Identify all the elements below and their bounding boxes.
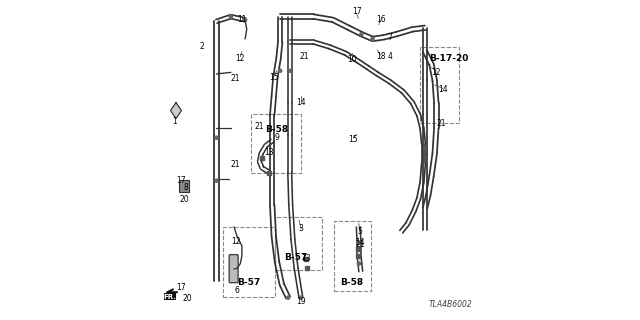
Polygon shape bbox=[171, 103, 181, 119]
Circle shape bbox=[244, 18, 246, 21]
Text: 15: 15 bbox=[269, 73, 278, 82]
Text: B-17-20: B-17-20 bbox=[429, 53, 468, 62]
Text: 3: 3 bbox=[298, 224, 303, 233]
Circle shape bbox=[360, 33, 363, 36]
Text: 14: 14 bbox=[438, 85, 447, 94]
Circle shape bbox=[278, 69, 282, 72]
Text: B-58: B-58 bbox=[266, 125, 289, 134]
Text: 1: 1 bbox=[173, 117, 177, 126]
Text: 21: 21 bbox=[300, 52, 309, 61]
Text: 21: 21 bbox=[436, 119, 446, 128]
Text: 13: 13 bbox=[301, 254, 310, 263]
Text: 12: 12 bbox=[231, 237, 240, 246]
Circle shape bbox=[229, 15, 232, 18]
Text: FR.: FR. bbox=[163, 294, 177, 300]
Bar bbox=[179, 180, 189, 192]
Text: 4: 4 bbox=[388, 52, 392, 61]
Circle shape bbox=[288, 69, 291, 72]
Text: 21: 21 bbox=[231, 74, 240, 83]
Text: 17: 17 bbox=[177, 176, 186, 185]
Text: 5: 5 bbox=[357, 227, 362, 236]
Text: 17: 17 bbox=[352, 7, 362, 16]
Text: 13: 13 bbox=[264, 148, 274, 156]
Text: 6: 6 bbox=[235, 286, 239, 295]
Text: 11: 11 bbox=[237, 15, 246, 24]
Text: 17: 17 bbox=[177, 283, 186, 292]
Text: B-58: B-58 bbox=[340, 278, 364, 287]
Text: 9: 9 bbox=[275, 133, 280, 142]
Text: B-57: B-57 bbox=[237, 278, 260, 287]
Text: 21: 21 bbox=[255, 122, 264, 131]
FancyBboxPatch shape bbox=[229, 255, 238, 283]
Text: 14: 14 bbox=[355, 238, 365, 247]
Text: 21: 21 bbox=[231, 160, 240, 169]
Text: 2: 2 bbox=[200, 42, 205, 52]
Bar bbox=[223, 227, 275, 297]
Circle shape bbox=[287, 296, 290, 299]
Text: 10: 10 bbox=[347, 55, 356, 64]
Text: TLA4B6002: TLA4B6002 bbox=[429, 300, 472, 309]
Bar bbox=[420, 47, 459, 123]
Circle shape bbox=[357, 262, 360, 265]
Text: 12: 12 bbox=[431, 68, 441, 77]
Text: 7: 7 bbox=[388, 33, 392, 42]
Text: 15: 15 bbox=[349, 135, 358, 144]
Text: 8: 8 bbox=[184, 183, 189, 192]
Text: B-57: B-57 bbox=[284, 253, 308, 262]
Circle shape bbox=[371, 37, 374, 41]
Circle shape bbox=[215, 179, 218, 182]
Text: 20: 20 bbox=[180, 195, 189, 204]
Bar bbox=[275, 217, 321, 270]
Text: 21: 21 bbox=[355, 240, 365, 249]
Text: 12: 12 bbox=[236, 53, 245, 62]
Text: 20: 20 bbox=[183, 294, 193, 303]
Bar bbox=[164, 293, 176, 300]
Circle shape bbox=[300, 296, 303, 299]
Circle shape bbox=[215, 136, 218, 139]
Text: 18: 18 bbox=[376, 52, 385, 61]
Text: 16: 16 bbox=[376, 15, 385, 24]
Text: 19: 19 bbox=[296, 297, 306, 306]
Bar bbox=[252, 114, 301, 173]
Bar bbox=[334, 220, 371, 291]
Text: 14: 14 bbox=[296, 98, 306, 107]
